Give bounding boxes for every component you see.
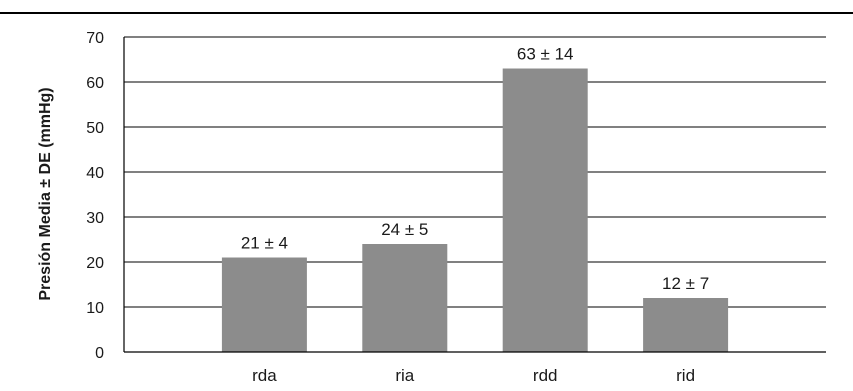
bars [221,68,729,352]
bar-rda [221,257,307,352]
y-tick-label: 50 [86,120,104,137]
y-axis-title: Presión Media ± DE (mmHg) [37,87,54,300]
y-tick-label: 20 [86,255,104,272]
y-tick-label: 70 [86,30,104,47]
bar-rdd [502,68,588,352]
data-label-ria: 24 ± 5 [381,220,428,239]
x-tick-label-ria: ria [395,366,414,385]
y-tick-label: 40 [86,165,104,182]
data-label-rid: 12 ± 7 [662,274,709,293]
axes [123,37,826,353]
y-tick-label: 30 [86,210,104,227]
x-tick-labels: rda ria rdd rid [252,366,695,385]
y-tick-labels: 0 10 20 30 40 50 60 70 [86,30,104,362]
plot-area: 21 ± 4 24 ± 5 63 ± 14 12 ± 7 0 10 20 30 40 50 60 7… [86,30,826,385]
x-tick-label-rdd: rdd [533,366,558,385]
bar-ria [362,244,448,352]
y-tick-label: 0 [95,345,104,362]
x-tick-label-rda: rda [252,366,277,385]
data-label-rda: 21 ± 4 [241,234,288,253]
y-tick-label: 60 [86,75,104,92]
y-tick-label: 10 [86,300,104,317]
data-label-rdd: 63 ± 14 [517,45,574,64]
data-labels: 21 ± 4 24 ± 5 63 ± 14 12 ± 7 [241,45,709,294]
bar-rid [643,298,729,352]
x-tick-label-rid: rid [676,366,695,385]
